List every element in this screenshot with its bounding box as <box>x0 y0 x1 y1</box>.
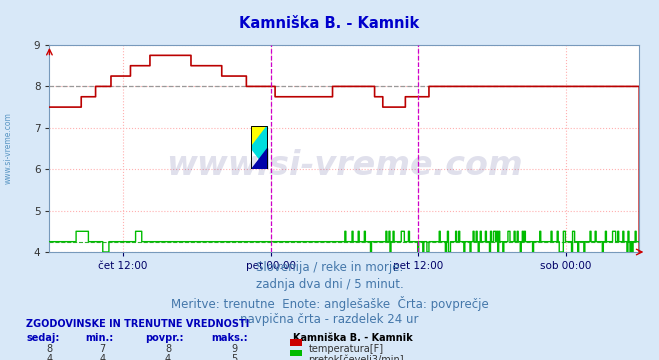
Text: Meritve: trenutne  Enote: anglešaške  Črta: povprečje: Meritve: trenutne Enote: anglešaške Črta… <box>171 296 488 311</box>
Text: 5: 5 <box>231 354 237 360</box>
Text: maks.:: maks.: <box>211 333 248 343</box>
Polygon shape <box>251 126 268 169</box>
Text: navpična črta - razdelek 24 ur: navpična črta - razdelek 24 ur <box>241 313 418 326</box>
Text: 8: 8 <box>46 344 53 354</box>
Text: Kamniška B. - Kamnik: Kamniška B. - Kamnik <box>293 333 413 343</box>
Text: www.si-vreme.com: www.si-vreme.com <box>166 149 523 181</box>
Text: pretok[čevelj3/min]: pretok[čevelj3/min] <box>308 354 404 360</box>
Polygon shape <box>251 148 268 169</box>
Text: zadnja dva dni / 5 minut.: zadnja dva dni / 5 minut. <box>256 278 403 291</box>
Text: 8: 8 <box>165 344 171 354</box>
Text: 9: 9 <box>231 344 237 354</box>
Text: 4: 4 <box>99 354 105 360</box>
Polygon shape <box>251 126 268 148</box>
Text: 4: 4 <box>46 354 53 360</box>
Text: temperatura[F]: temperatura[F] <box>308 344 384 354</box>
Bar <box>251 126 268 169</box>
Text: povpr.:: povpr.: <box>145 333 183 343</box>
Text: 7: 7 <box>99 344 105 354</box>
Text: sedaj:: sedaj: <box>26 333 60 343</box>
Text: ZGODOVINSKE IN TRENUTNE VREDNOSTI: ZGODOVINSKE IN TRENUTNE VREDNOSTI <box>26 319 250 329</box>
Text: 4: 4 <box>165 354 171 360</box>
Text: www.si-vreme.com: www.si-vreme.com <box>3 113 13 184</box>
Text: min.:: min.: <box>86 333 114 343</box>
Text: Kamniška B. - Kamnik: Kamniška B. - Kamnik <box>239 16 420 31</box>
Text: Slovenija / reke in morje.: Slovenija / reke in morje. <box>256 261 403 274</box>
